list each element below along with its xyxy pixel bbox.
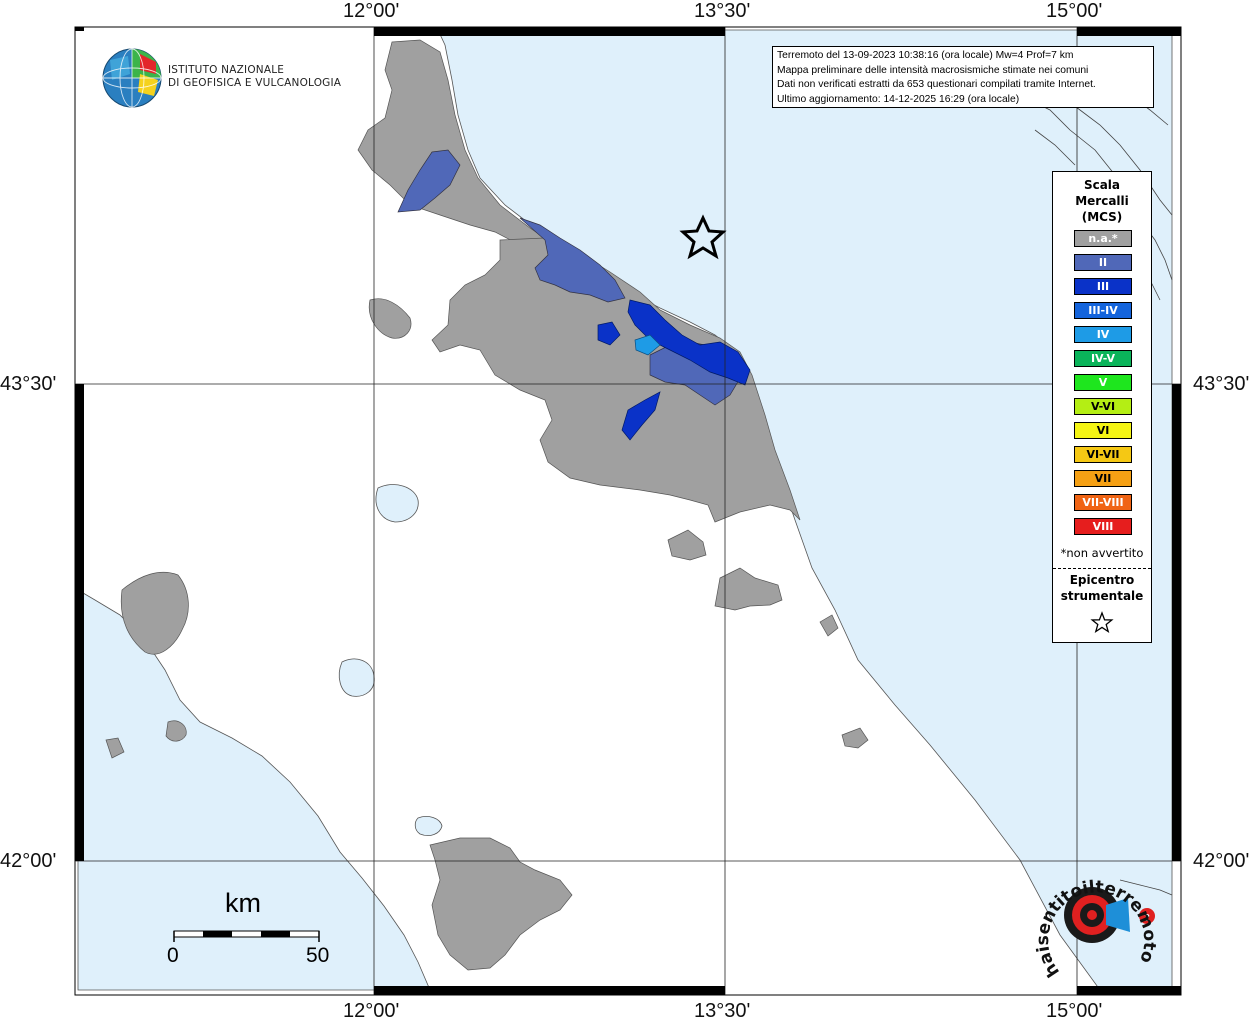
legend-title-line-3: (MCS) <box>1053 209 1151 225</box>
logo-line-2: DI GEOFISICA E VULCANOLOGIA <box>168 77 341 90</box>
lat-label-left-1: 43°30' <box>0 373 56 396</box>
legend-note: *non avvertito <box>1053 546 1151 560</box>
lon-label-top-2: 13°30' <box>694 0 750 23</box>
ingv-logo-icon <box>103 49 161 107</box>
legend-swatch-viii: VIII <box>1074 518 1132 535</box>
event-info-box: Terremoto del 13-09-2023 10:38:16 (ora l… <box>772 46 1154 108</box>
info-line-4: Ultimo aggiornamento: 14-12-2025 16:29 (… <box>777 93 1149 108</box>
legend-swatch-v: V <box>1074 374 1132 391</box>
info-line-1: Terremoto del 13-09-2023 10:38:16 (ora l… <box>777 49 1149 64</box>
legend-swatch-vi-vii: VI-VII <box>1074 446 1132 463</box>
intensity-legend: Scala Mercalli (MCS) n.a.* II III III-IV IV I… <box>1052 171 1152 643</box>
legend-star-icon <box>1089 610 1115 636</box>
legend-title-line-1: Scala <box>1053 177 1151 193</box>
legend-swatch-iii-iv: III-IV <box>1074 302 1132 319</box>
legend-swatch-vi: VI <box>1074 422 1132 439</box>
lon-label-top-3: 15°00' <box>1046 0 1102 23</box>
legend-swatch-vii-viii: VII-VIII <box>1074 494 1132 511</box>
legend-swatch-n-a: n.a.* <box>1074 230 1132 247</box>
legend-swatch-ii: II <box>1074 254 1132 271</box>
legend-swatch-vii: VII <box>1074 470 1132 487</box>
lon-label-bottom-3: 15°00' <box>1046 1000 1102 1023</box>
lat-label-left-2: 42°00' <box>0 850 56 873</box>
info-line-3: Dati non verificati estratti da 653 ques… <box>777 78 1149 93</box>
lat-label-right-2: 42°00' <box>1193 850 1249 873</box>
legend-epi-line-1: Epicentro <box>1053 572 1151 588</box>
legend-title: Scala Mercalli (MCS) <box>1053 177 1151 225</box>
lon-label-bottom-1: 12°00' <box>343 1000 399 1023</box>
scale-unit: km <box>225 888 261 919</box>
logo-line-1: ISTITUTO NAZIONALE <box>168 64 341 77</box>
legend-swatch-v-vi: V-VI <box>1074 398 1132 415</box>
legend-separator <box>1053 568 1151 569</box>
lat-label-right-1: 43°30' <box>1193 373 1249 396</box>
lon-label-bottom-2: 13°30' <box>694 1000 750 1023</box>
scale-max: 50 <box>306 944 329 968</box>
legend-swatch-iv-v: IV-V <box>1074 350 1132 367</box>
info-line-2: Mappa preliminare delle intensità macros… <box>777 64 1149 79</box>
legend-swatch-iii: III <box>1074 278 1132 295</box>
scale-min: 0 <box>167 944 179 968</box>
legend-title-line-2: Mercalli <box>1053 193 1151 209</box>
legend-epi-line-2: strumentale <box>1053 588 1151 604</box>
ingv-logo-text: ISTITUTO NAZIONALE DI GEOFISICA E VULCAN… <box>168 64 341 90</box>
legend-epicenter-label: Epicentro strumentale <box>1053 572 1151 604</box>
legend-swatch-iv: IV <box>1074 326 1132 343</box>
lon-label-top-1: 12°00' <box>343 0 399 23</box>
